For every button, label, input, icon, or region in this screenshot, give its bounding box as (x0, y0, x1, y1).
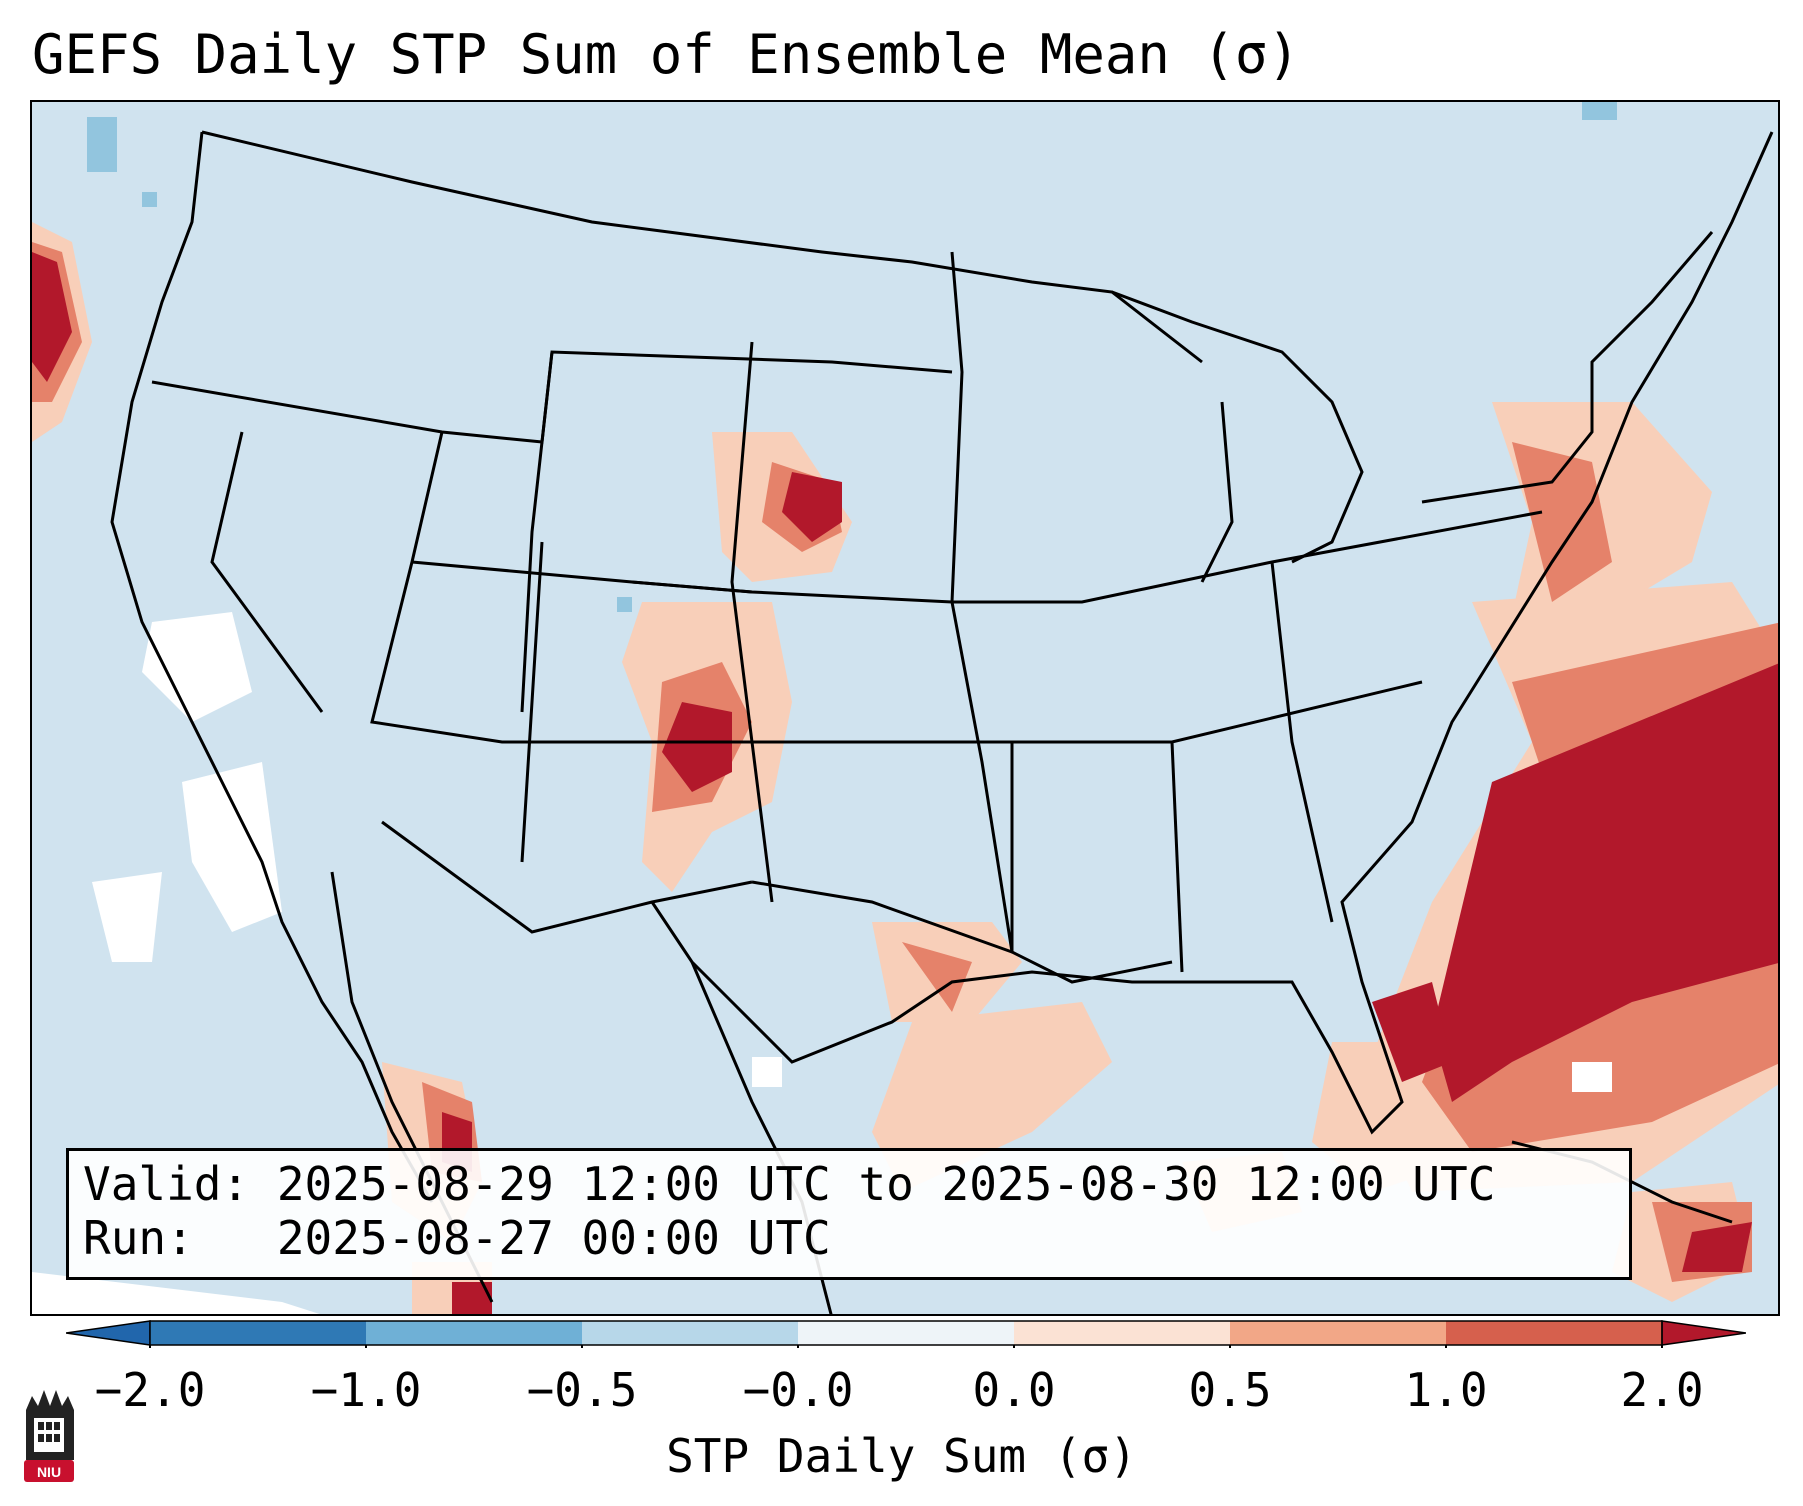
map-canvas (32, 102, 1778, 1314)
colorbar-tick-label: 2.0 (1620, 1363, 1704, 1417)
colorbar-bin-2 (366, 1321, 582, 1345)
colorbar-bin-7 (1446, 1321, 1662, 1345)
colorbar-bin-4 (798, 1321, 1014, 1345)
colorbar (66, 1320, 1746, 1348)
colorbar-tick-label: 0.5 (1188, 1363, 1272, 1417)
colorbar-tick-label: 0.0 (972, 1363, 1056, 1417)
colorbar-tick-label: 1.0 (1404, 1363, 1488, 1417)
colorbar-bin-1 (150, 1321, 366, 1345)
colorbar-label: STP Daily Sum (σ) (666, 1429, 1137, 1483)
valid-line: Valid: 2025-08-29 12:00 UTC to 2025-08-3… (83, 1157, 1496, 1211)
run-line: Run: 2025-08-27 00:00 UTC (83, 1211, 831, 1265)
colorbar-bin-5 (1014, 1321, 1230, 1345)
white-areas (32, 612, 1612, 1314)
colorbar-tick-label: −2.0 (94, 1363, 206, 1417)
colorbar-tick-label: −1.0 (310, 1363, 422, 1417)
colorbar-extend-low (66, 1320, 151, 1346)
light-blue-areas (87, 102, 1617, 612)
logo-text: NIU (37, 1464, 61, 1480)
map-title: GEFS Daily STP Sum of Ensemble Mean (σ) (32, 23, 1300, 86)
niu-logo: NIU (24, 1390, 74, 1482)
stp-map (30, 100, 1780, 1316)
validity-info-box: Valid: 2025-08-29 12:00 UTC to 2025-08-3… (66, 1148, 1632, 1280)
colorbar-tick-marks (149, 1345, 1663, 1348)
colorbar-bin-3 (582, 1321, 798, 1345)
colorbar-bin-6 (1230, 1321, 1446, 1345)
colorbar-tick-label: −0.5 (526, 1363, 638, 1417)
political-borders (110, 130, 1774, 1314)
colorbar-extend-high (1661, 1320, 1746, 1346)
colorbar-tick-label: −0.0 (742, 1363, 854, 1417)
